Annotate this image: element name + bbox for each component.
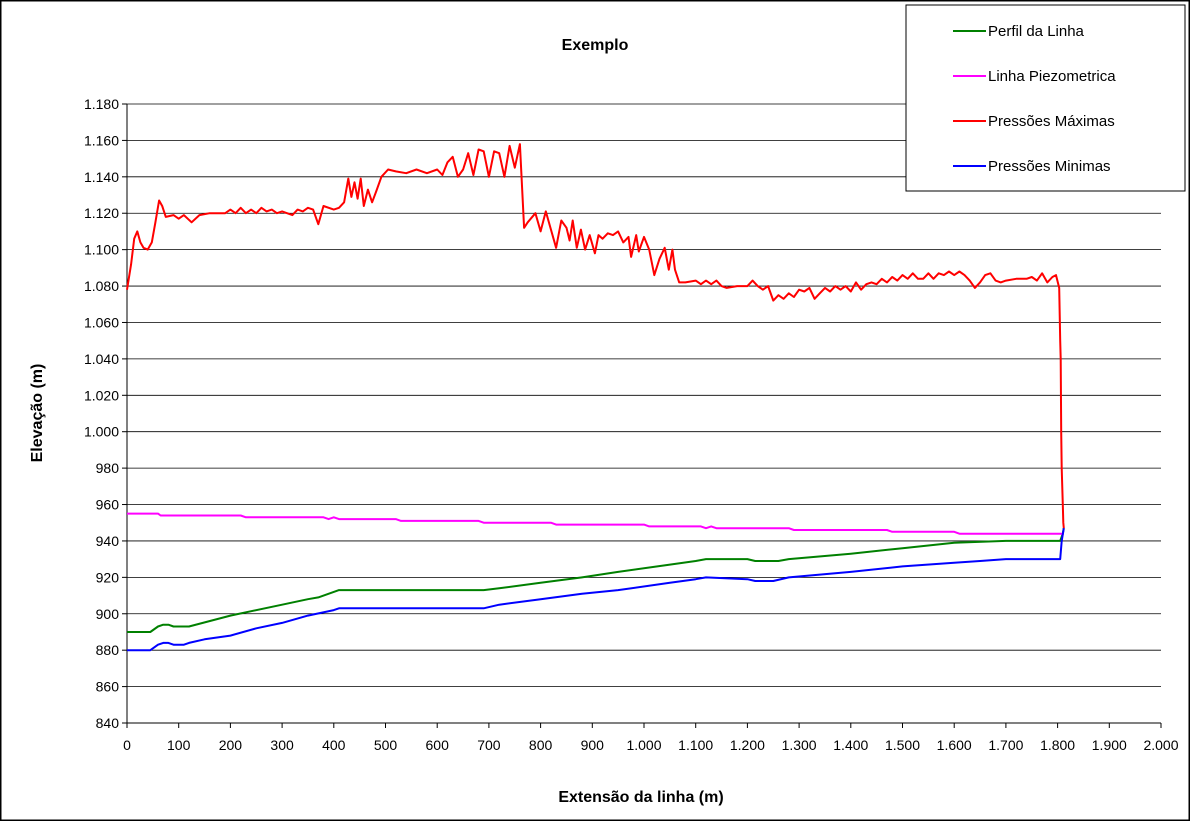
legend-label-0: Perfil da Linha	[988, 23, 1085, 40]
x-tick-label: 700	[477, 737, 501, 753]
x-tick-label: 600	[426, 737, 450, 753]
x-axis-label: Extensão da linha (m)	[558, 789, 723, 806]
y-tick-label: 960	[96, 497, 120, 513]
y-tick-label: 1.140	[84, 169, 119, 185]
x-tick-label: 1.100	[678, 737, 713, 753]
x-tick-label: 1.000	[626, 737, 661, 753]
gridlines	[127, 103, 1161, 687]
y-tick-label: 880	[96, 642, 120, 658]
y-tick-label: 1.040	[84, 351, 119, 367]
y-tick-label: 980	[96, 460, 120, 476]
x-tick-label: 800	[529, 737, 553, 753]
x-tick-label: 1.400	[833, 737, 868, 753]
x-tick-label: 1.300	[782, 737, 817, 753]
series-line-1	[127, 512, 1064, 535]
y-tick-label: 1.160	[84, 132, 119, 148]
plot-area	[127, 104, 1161, 723]
chart-title: Exemplo	[562, 37, 629, 54]
x-tick-label: 2.000	[1143, 737, 1178, 753]
legend-label-3: Pressões Minimas	[988, 158, 1111, 175]
y-axis-label: Elevação (m)	[29, 364, 46, 463]
y-tick-label: 840	[96, 715, 120, 731]
x-tick-label: 1.900	[1092, 737, 1127, 753]
y-tick-label: 1.000	[84, 424, 119, 440]
tick-labels: 840 860 880 900 920 940 960 980 1.000 1.020 1.040 1…	[84, 96, 1179, 753]
legend-label-1: Linha Piezometrica	[988, 68, 1116, 85]
x-tick-label: 1.700	[988, 737, 1023, 753]
series-line-0	[127, 528, 1065, 633]
y-tick-label: 1.120	[84, 205, 119, 221]
x-tick-label: 200	[219, 737, 243, 753]
x-tick-label: 400	[322, 737, 346, 753]
y-tick-label: 1.020	[84, 387, 119, 403]
x-tick-label: 1.800	[1040, 737, 1075, 753]
x-tick-label: 1.600	[937, 737, 972, 753]
y-tick-label: 1.060	[84, 314, 119, 330]
series-line-3	[127, 528, 1065, 652]
y-tick-label: 860	[96, 679, 120, 695]
y-tick-label: 920	[96, 569, 120, 585]
y-tick-label: 1.180	[84, 96, 119, 112]
x-tick-label: 500	[374, 737, 398, 753]
x-tick-label: 100	[167, 737, 191, 753]
x-tick-label: 900	[581, 737, 605, 753]
y-tick-label: 940	[96, 533, 120, 549]
axes	[122, 103, 1162, 728]
x-tick-label: 0	[123, 737, 131, 753]
series-line-2	[126, 143, 1065, 529]
x-tick-label: 1.200	[730, 737, 765, 753]
x-tick-label: 1.500	[885, 737, 920, 753]
y-tick-label: 1.100	[84, 242, 119, 258]
x-tick-label: 300	[270, 737, 294, 753]
legend-label-2: Pressões Máximas	[988, 113, 1115, 130]
y-tick-label: 1.080	[84, 278, 119, 294]
legend-box	[905, 4, 1186, 192]
series-layer	[126, 143, 1065, 652]
y-tick-label: 900	[96, 606, 120, 622]
legend: Perfil da Linha Linha Piezometrica Pressõe…	[905, 4, 1186, 192]
